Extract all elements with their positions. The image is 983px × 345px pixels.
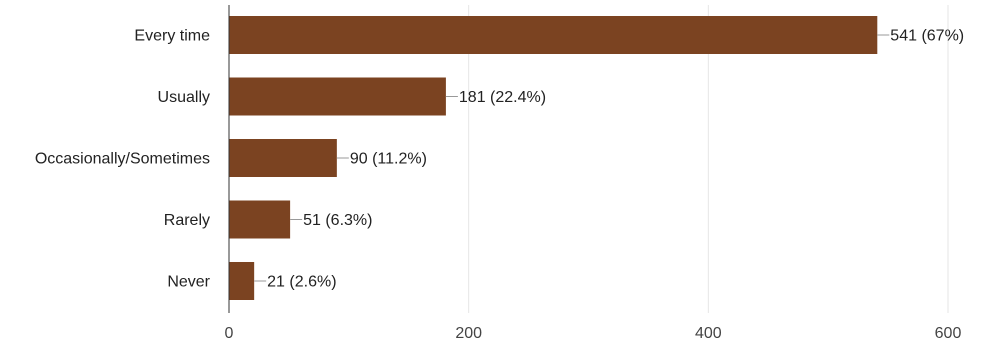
category-label: Never <box>167 274 210 291</box>
category-label: Occasionally/Sometimes <box>35 151 210 168</box>
category-label: Usually <box>158 89 210 106</box>
category-labels: Every time Usually Occasionally/Sometimes R… <box>35 28 211 291</box>
x-tick-label: 0 <box>225 325 234 342</box>
category-label: Every time <box>134 28 210 45</box>
x-tick-label: 400 <box>695 325 722 342</box>
bar <box>229 139 337 177</box>
bar <box>229 77 446 116</box>
data-label: 51 (6.3%) <box>303 212 372 229</box>
bars <box>229 16 878 300</box>
x-axis-ticks: 0 200 400 600 <box>225 325 962 342</box>
category-label: Rarely <box>164 212 210 229</box>
x-tick-label: 200 <box>455 325 482 342</box>
data-label: 181 (22.4%) <box>459 89 546 106</box>
grid-lines <box>468 5 949 313</box>
data-labels: 541 (67%) 181 (22.4%) 90 (11.2%) 51 (6.3%) 2… <box>254 28 964 291</box>
data-label: 541 (67%) <box>890 28 964 45</box>
x-tick-label: 600 <box>935 325 962 342</box>
bar <box>229 262 255 300</box>
data-label: 21 (2.6%) <box>267 274 336 291</box>
bar <box>229 200 291 239</box>
bar <box>229 16 878 54</box>
data-label: 90 (11.2%) <box>350 151 427 168</box>
